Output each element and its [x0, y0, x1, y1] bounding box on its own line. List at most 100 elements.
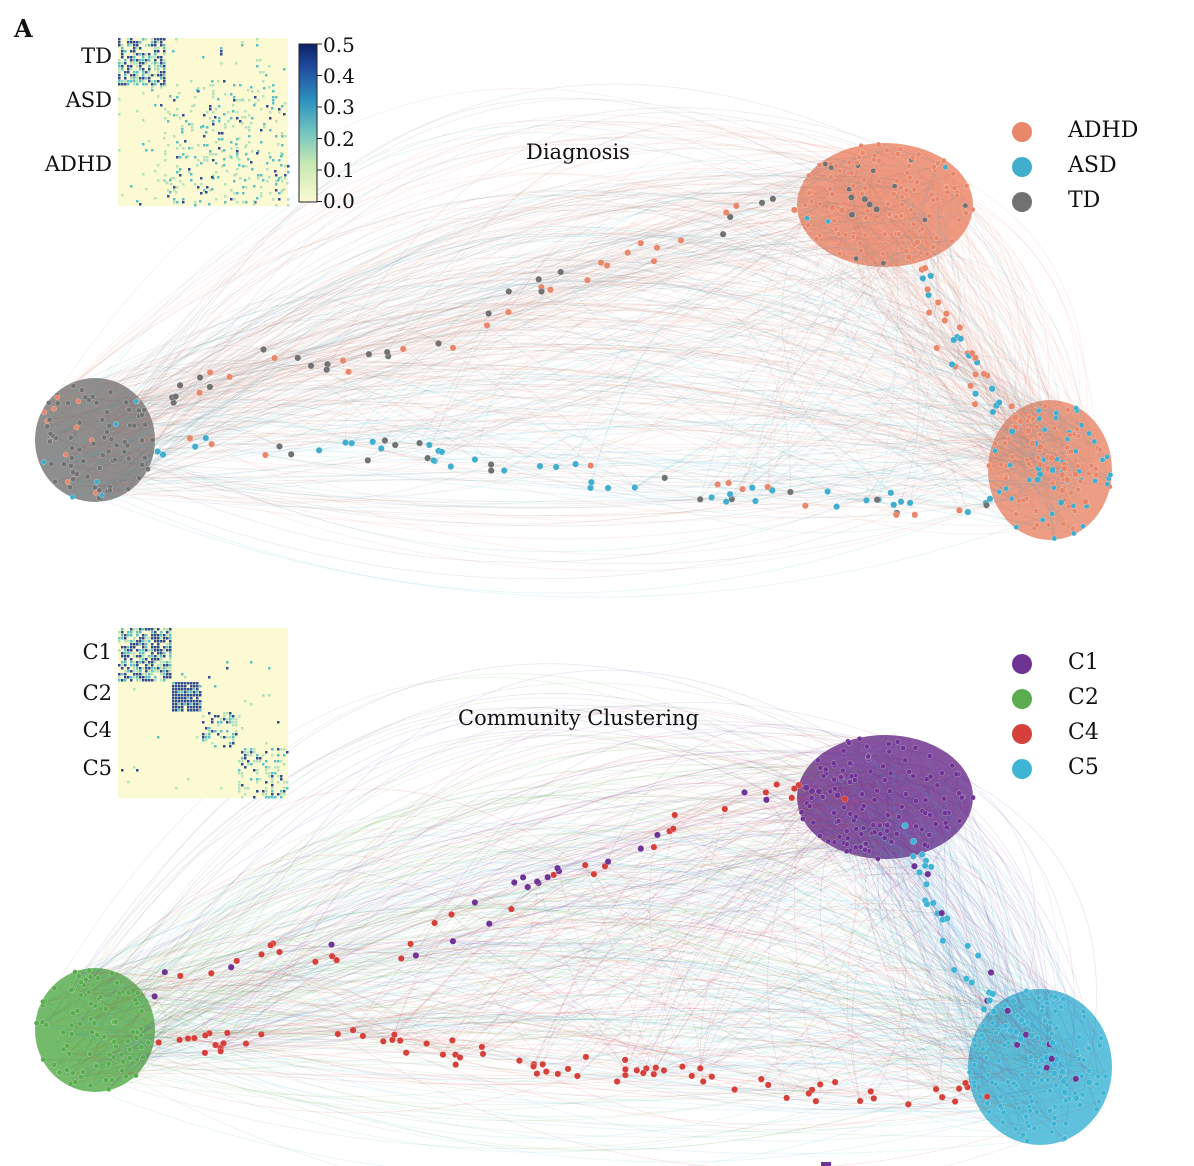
network-node [510, 879, 518, 886]
heatmap-cell [136, 670, 139, 673]
heatmap-cell [118, 664, 121, 667]
network-node [871, 829, 878, 836]
network-edge [884, 779, 1015, 1043]
heatmap-cell [244, 110, 247, 113]
network-edge [831, 167, 997, 454]
network-edge [846, 851, 927, 905]
heatmap-cell [193, 104, 196, 107]
heatmap-cell [187, 688, 190, 691]
network-edge [310, 365, 1074, 507]
heatmap-cell [118, 679, 121, 682]
network-node [652, 1064, 660, 1072]
network-edge [585, 1025, 1006, 1058]
network-edge [73, 172, 850, 387]
network-node [867, 1088, 875, 1095]
heatmap-cell [250, 86, 253, 89]
network-edge [731, 403, 976, 500]
network-edge [141, 1046, 966, 1151]
network-node [884, 822, 891, 829]
heatmap-cell [233, 180, 236, 183]
network-node [942, 819, 949, 826]
heatmap-cell [181, 682, 184, 685]
network-edge [912, 775, 1030, 1126]
network-edge [560, 271, 1078, 467]
network-edge [855, 816, 1033, 1036]
network-node [1000, 1119, 1006, 1126]
heatmap-cell [173, 201, 176, 204]
heatmap-cell [244, 116, 247, 119]
network-edge [474, 884, 990, 1113]
network-node [699, 1078, 707, 1085]
heatmap-cell [280, 796, 283, 799]
network-node [966, 1069, 973, 1076]
network-node [1086, 430, 1092, 437]
heatmap-cell [208, 730, 211, 733]
network-edge [53, 374, 897, 516]
heatmap-cell [157, 634, 160, 637]
network-edge [189, 183, 929, 439]
network-edge [832, 207, 1041, 447]
heatmap-cell [238, 769, 241, 772]
network-node [708, 493, 715, 501]
network-node [120, 1058, 126, 1065]
network-edge [104, 864, 1085, 1038]
network-node [1035, 454, 1042, 461]
heatmap-cell [275, 120, 278, 123]
network-edge [843, 807, 926, 901]
heatmap-cell [256, 152, 259, 155]
network-edge [179, 964, 993, 1041]
network-edge [127, 227, 1072, 452]
network-edge [928, 834, 1102, 1039]
heatmap-cell [169, 637, 172, 640]
network-node [1035, 1069, 1042, 1076]
heatmap-cell [142, 92, 145, 95]
network-node [1094, 1081, 1100, 1087]
heatmap-cell [166, 631, 169, 634]
network-node [941, 317, 949, 324]
network-edge [88, 366, 201, 401]
network-edge [634, 451, 1031, 488]
diagnosis-title: Diagnosis [526, 140, 630, 164]
heatmap-cell [124, 673, 127, 676]
heatmap-cell [245, 126, 248, 129]
network-edge [107, 261, 945, 492]
network-edge [352, 1029, 1001, 1126]
heatmap-cell [271, 781, 274, 784]
network-node [539, 1060, 547, 1068]
network-edge [94, 960, 1003, 1106]
network-node [911, 511, 919, 519]
network-node [1063, 1097, 1069, 1104]
network-edge [49, 272, 976, 420]
heatmap-cell [203, 159, 206, 162]
heatmap-cell [151, 661, 154, 664]
heatmap-cell [223, 736, 226, 739]
heatmap-cell [253, 760, 256, 763]
heatmap-cell [244, 751, 247, 754]
network-node [918, 851, 926, 858]
network-edge [310, 254, 608, 367]
network-edge [231, 837, 849, 983]
heatmap-cell [235, 62, 238, 65]
network-edge [372, 233, 839, 443]
heatmap-cell [160, 38, 163, 41]
network-edge [558, 871, 655, 1075]
heatmap-cell [280, 748, 283, 751]
heatmap-cell [265, 793, 268, 796]
network-edge [914, 243, 1034, 501]
network-node [899, 201, 905, 208]
network-edge [744, 792, 1009, 1044]
network-edge [924, 169, 936, 269]
network-node [68, 1022, 75, 1029]
heatmap-cell [223, 149, 226, 152]
network-node [407, 940, 414, 948]
heatmap-cell [166, 182, 169, 185]
network-edge [900, 215, 956, 367]
network-edge [813, 810, 923, 824]
network-node [891, 183, 898, 189]
heatmap-cell [206, 156, 209, 159]
heatmap-cell [223, 715, 226, 718]
network-edge [601, 205, 737, 264]
heatmap-cell [160, 652, 163, 655]
network-edge [162, 437, 206, 455]
network-node [791, 206, 798, 214]
